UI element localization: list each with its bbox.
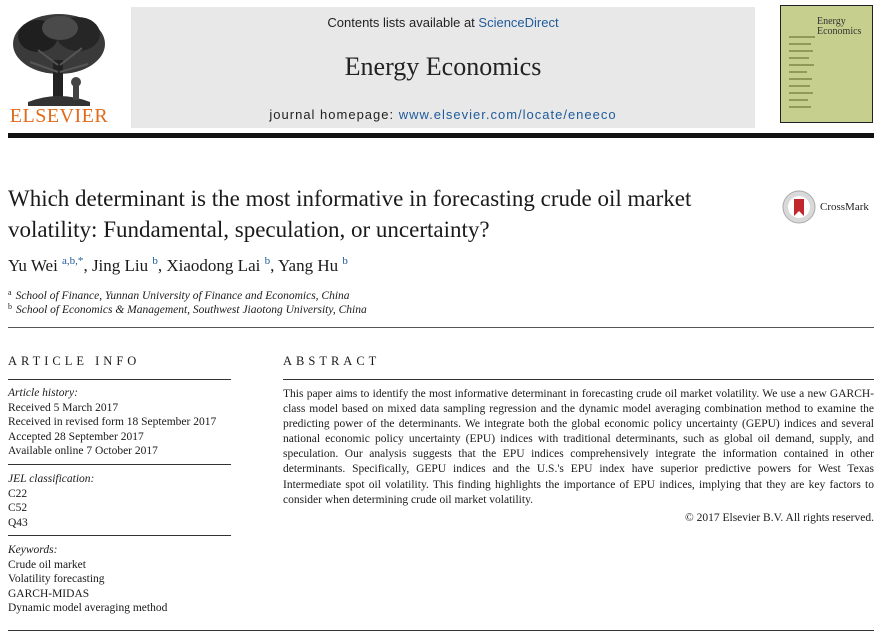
crossmark-button[interactable]: CrossMark [782, 190, 869, 224]
article-info-heading: ARTICLE INFO [8, 354, 141, 368]
journal-name[interactable]: Energy Economics [344, 52, 542, 81]
jel-label: JEL classification: [8, 473, 95, 485]
affiliation: a School of Finance, Yunnan University of… [8, 288, 350, 302]
author[interactable]: Jing Liu b [91, 255, 158, 275]
affiliation-text: School of Economics & Management, Southw… [16, 304, 367, 316]
abstract-rule [283, 379, 874, 380]
history-item: Accepted 28 September 2017 [8, 430, 144, 443]
keywords: Keywords: Crude oil market Volatility fo… [8, 543, 167, 616]
elsevier-wordmark: ELSEVIER [9, 105, 109, 127]
copyright-notice: © 2017 Elsevier B.V. All rights reserved… [685, 512, 874, 524]
contents-line: Contents lists available at ScienceDirec… [131, 15, 755, 30]
history-item: Received in revised form 18 September 20… [8, 416, 217, 428]
cover-text-lines [789, 36, 815, 113]
homepage-prefix: journal homepage: [269, 107, 399, 122]
bottom-rule [8, 630, 874, 631]
sciencedirect-link[interactable]: ScienceDirect [478, 15, 559, 30]
jel-classification: JEL classification: C22 C52 Q43 [8, 472, 94, 530]
affiliation-mark: a [8, 288, 12, 297]
abstract-heading: ABSTRACT [283, 354, 381, 368]
journal-cover-thumbnail[interactable]: Energy Economics [780, 5, 873, 123]
homepage-link[interactable]: www.elsevier.com/locate/eneeco [398, 107, 617, 122]
keyword: Volatility forecasting [8, 573, 105, 585]
jel-code: C22 [8, 487, 28, 500]
keyword: Crude oil market [8, 558, 86, 571]
author-affiliation-mark[interactable]: a,b,* [62, 255, 84, 267]
cover-title-line2: Economics [817, 26, 862, 37]
author[interactable]: Yang Hu b [277, 255, 348, 275]
elsevier-logo[interactable]: ELSEVIER [8, 10, 110, 128]
article-info-divider [8, 464, 231, 465]
article-info-divider [8, 535, 231, 536]
contents-prefix: Contents lists available at [327, 15, 479, 30]
cover-title-line1: Energy [817, 16, 846, 27]
jel-code: C52 [8, 502, 28, 514]
keyword: GARCH-MIDAS [8, 587, 90, 600]
jel-code: Q43 [8, 516, 28, 529]
article-info-rule [8, 379, 231, 380]
tree-icon [13, 14, 105, 106]
author-separator: , [83, 256, 92, 275]
cover-title: Energy Economics [817, 17, 861, 37]
keyword: Dynamic model averaging method [8, 602, 168, 614]
history-item: Available online 7 October 2017 [8, 445, 158, 457]
article-history: Article history: Received 5 March 2017 R… [8, 386, 216, 459]
abstract-text: This paper aims to identify the most inf… [283, 388, 874, 506]
author-affiliation-mark[interactable]: b [152, 255, 158, 267]
keywords-label: Keywords: [8, 544, 58, 556]
article-history-label: Article history: [8, 387, 78, 399]
crossmark-label: CrossMark [820, 201, 869, 213]
section-divider [8, 327, 874, 328]
journal-banner: Contents lists available at ScienceDirec… [131, 7, 755, 128]
header-rule [8, 133, 874, 138]
author-separator: , [270, 256, 278, 275]
author-affiliation-mark[interactable]: b [342, 255, 348, 267]
author-separator: , [157, 256, 167, 275]
affiliation-mark: b [8, 302, 12, 311]
affiliation: b School of Economics & Management, South… [8, 302, 367, 316]
author[interactable]: Xiaodong Lai b [166, 255, 271, 275]
author[interactable]: Yu Wei a,b,* [8, 255, 84, 275]
history-item: Received 5 March 2017 [8, 401, 119, 414]
crossmark-icon [782, 190, 816, 224]
author-list: Yu Wei a,b,*, Jing Liu b, Xiaodong Lai b… [8, 255, 348, 276]
author-affiliation-mark[interactable]: b [264, 255, 271, 267]
article-title: Which determinant is the most informativ… [8, 186, 692, 242]
homepage-line: journal homepage: www.elsevier.com/locat… [131, 107, 755, 122]
affiliation-text: School of Finance, Yunnan University of … [15, 290, 350, 302]
